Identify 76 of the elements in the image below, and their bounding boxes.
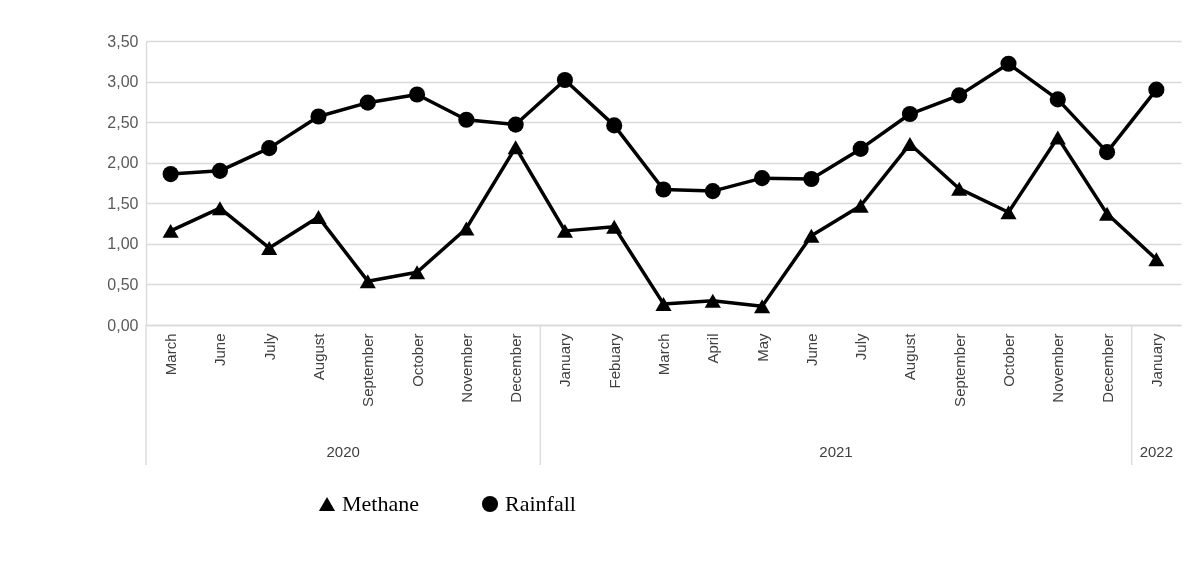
- point: [162, 166, 179, 183]
- point: [754, 170, 771, 187]
- point: [901, 105, 918, 123]
- point: [211, 162, 228, 179]
- point: [359, 94, 376, 111]
- legend-label: Rainfall: [505, 491, 576, 516]
- point: [1099, 206, 1116, 221]
- point: [409, 265, 426, 280]
- point: [556, 223, 573, 238]
- point: [409, 86, 426, 103]
- x-tick-label: August: [310, 332, 327, 381]
- point: [261, 240, 278, 255]
- point: [458, 111, 475, 128]
- point: [704, 293, 721, 308]
- legend-label: Methane: [342, 491, 419, 516]
- point: [754, 299, 771, 314]
- point: [1000, 55, 1017, 72]
- x-tick-label: Febuary: [605, 333, 623, 389]
- y-tick-label: 2,00: [107, 154, 139, 172]
- x-tick-label: October: [1000, 333, 1017, 387]
- x-tick-label: January: [556, 333, 574, 387]
- point: [852, 198, 869, 213]
- y-tick-label: 2,50: [107, 113, 139, 131]
- x-tick-label: April: [704, 333, 722, 364]
- point: [803, 170, 820, 187]
- x-tick-label: March: [162, 333, 180, 376]
- point: [803, 228, 820, 243]
- y-tick-label: 3,50: [107, 32, 139, 50]
- point: [704, 183, 721, 200]
- point: [606, 117, 623, 134]
- x-tick-label: May: [753, 333, 771, 362]
- text: 2021: [819, 443, 853, 460]
- y-tick-label: 0,50: [107, 275, 139, 293]
- point: [507, 140, 524, 155]
- x-tick-label: September: [950, 333, 968, 407]
- x-tick-label: November: [1049, 333, 1067, 403]
- y-tick-label: 3,00: [107, 73, 139, 91]
- x-tick-label: June: [211, 333, 229, 367]
- point: [458, 221, 475, 236]
- x-tick-label: August: [901, 332, 919, 381]
- point: [556, 71, 573, 88]
- point: [655, 296, 672, 311]
- y-tick-label: 0,00: [107, 316, 139, 334]
- point: [162, 223, 179, 238]
- point: [1049, 91, 1066, 108]
- x-tick-label: January: [1147, 333, 1165, 387]
- point: [1049, 130, 1066, 145]
- x-tick-label: September: [359, 333, 377, 407]
- point: [310, 108, 327, 125]
- point: [1099, 144, 1116, 161]
- x-tick-label: November: [457, 333, 475, 403]
- point: [606, 219, 623, 234]
- point: [211, 201, 228, 216]
- x-tick-label: March: [655, 333, 672, 376]
- text: 2020: [326, 443, 360, 460]
- point: [1000, 205, 1017, 220]
- point: [310, 210, 327, 225]
- x-tick-label: December: [1098, 333, 1116, 403]
- x-tick-label: October: [408, 333, 426, 387]
- y-tick-label: 1,00: [107, 235, 139, 253]
- x-tick-label: June: [802, 333, 820, 367]
- point: [1148, 81, 1165, 98]
- point: [852, 140, 869, 157]
- point: [261, 140, 278, 157]
- point: [1148, 252, 1165, 267]
- point: [951, 181, 968, 196]
- text: 2022: [1139, 443, 1174, 460]
- point: [359, 274, 376, 289]
- point: [655, 181, 672, 198]
- x-tick-label: July: [852, 333, 870, 361]
- point: [951, 87, 968, 104]
- x-tick-label: December: [507, 333, 525, 403]
- x-tick-label: July: [260, 333, 278, 361]
- point: [507, 116, 524, 133]
- point: [901, 137, 918, 152]
- y-tick-label: 1,50: [107, 194, 139, 212]
